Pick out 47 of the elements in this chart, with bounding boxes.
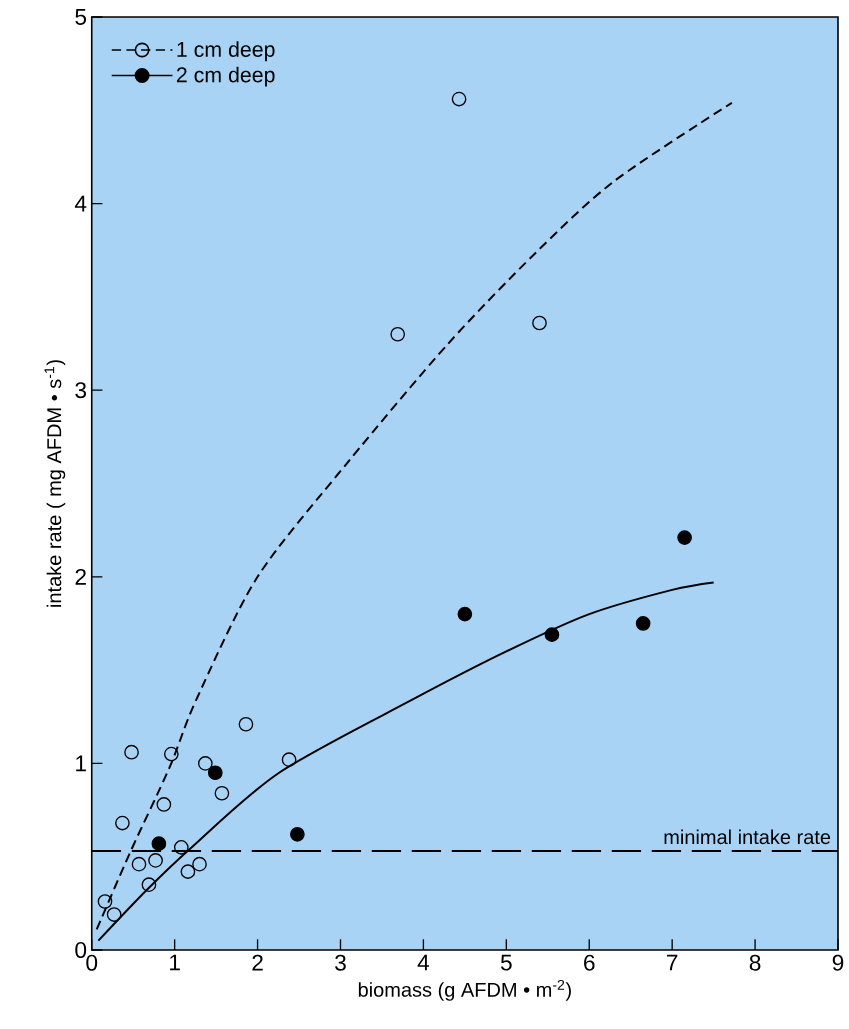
x-tick-label: 7 [667,954,678,971]
x-tick-label: 6 [584,954,595,971]
point [208,765,223,781]
ref-line-label: minimal intake rate [664,829,831,845]
y-tick-label: 3 [75,382,87,399]
point [457,606,473,622]
point [214,785,230,801]
point [131,856,147,872]
x-axis-title: biomass (g AFDM • m$^{-2}$) [359,979,572,1001]
x-tick-label: 3 [335,954,346,971]
point [106,907,122,922]
x-tick-label: 1 [170,954,180,971]
point [151,836,167,851]
y-tick-label: 2 [75,568,86,585]
x-tick-label: 5 [501,954,512,971]
point [97,894,113,909]
point [164,746,179,762]
x-tick-label: 8 [749,954,761,971]
point [544,627,560,642]
point [141,877,157,893]
point [124,744,139,760]
x-tick-label: 2 [252,954,263,971]
x-tick-label: 4 [417,954,430,971]
point [390,326,406,342]
x-tick-label: 9 [832,954,844,971]
y-tick-label: 4 [75,195,87,212]
legend-label: 1 cm deep [177,41,275,62]
point [192,856,207,872]
point [156,797,172,812]
point [281,752,297,767]
point [451,91,467,107]
y-tick-label: 1 [76,755,87,772]
y-tick-label: 5 [75,9,87,25]
point [180,864,196,879]
x-tick-label: 0 [86,954,98,971]
point [148,853,164,868]
legend-label: 2 cm deep [177,66,275,87]
y-axis-title: intake rate ( mg AFDM • s$^{-1}$) [44,360,66,607]
y-tick-label: 0 [75,941,87,959]
point [677,530,693,545]
point [174,840,189,855]
point [198,756,213,771]
point [635,616,651,631]
point [532,315,547,331]
point [238,716,254,732]
point [115,815,130,831]
point [290,826,305,842]
